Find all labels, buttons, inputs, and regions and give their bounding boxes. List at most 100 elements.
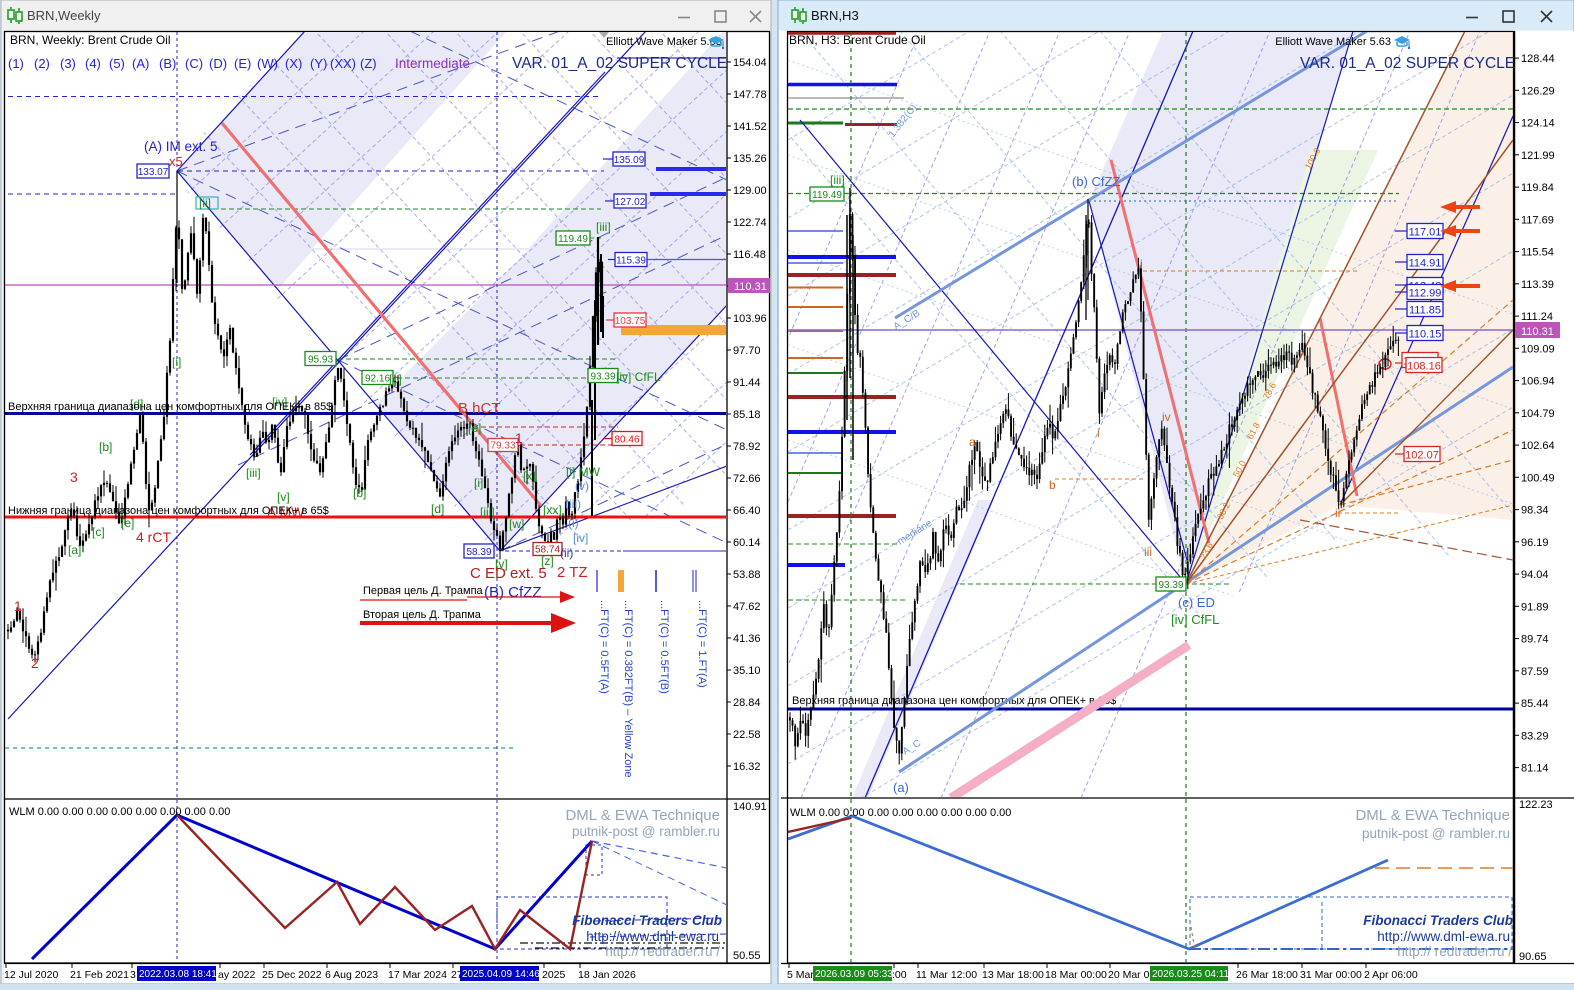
svg-text:2 TZ: 2 TZ <box>557 564 588 581</box>
svg-text:putnik-post @ rambler.ru: putnik-post @ rambler.ru <box>1362 826 1510 841</box>
svg-text:C ED ext. 5: C ED ext. 5 <box>470 565 547 582</box>
svg-text:117.01: 117.01 <box>1409 226 1442 238</box>
svg-text:119.49: 119.49 <box>558 234 588 245</box>
svg-text:111.24: 111.24 <box>1521 311 1553 323</box>
svg-text:129.00: 129.00 <box>733 185 767 197</box>
svg-text:(E): (E) <box>234 56 251 71</box>
svg-text:91.44: 91.44 <box>733 377 761 389</box>
svg-text:122.23: 122.23 <box>1519 799 1553 811</box>
svg-text:(b) CfZZ: (b) CfZZ <box>1072 174 1120 189</box>
svg-text:2022.03.08 18:41: 2022.03.08 18:41 <box>139 969 217 980</box>
svg-text:11 Mar 12:00: 11 Mar 12:00 <box>916 969 977 981</box>
svg-text:[a]: [a] <box>68 543 81 557</box>
svg-text:Fibonacci Traders Club: Fibonacci Traders Club <box>1363 913 1513 928</box>
svg-text:80.46: 80.46 <box>614 434 639 445</box>
svg-text:18 Jan 2026: 18 Jan 2026 <box>578 969 636 981</box>
svg-text:(C): (C) <box>185 56 203 71</box>
svg-text:135.09: 135.09 <box>614 155 645 166</box>
svg-text:(3): (3) <box>60 56 76 71</box>
svg-text:ii: ii <box>1335 506 1340 520</box>
svg-text:72.66: 72.66 <box>733 473 761 485</box>
svg-text:135.26: 135.26 <box>733 153 767 165</box>
svg-text:108.16: 108.16 <box>1407 360 1441 372</box>
svg-text:DML & EWA Technique: DML & EWA Technique <box>565 807 720 824</box>
svg-text:2025: 2025 <box>542 969 566 981</box>
svg-text:100.49: 100.49 <box>1521 472 1555 484</box>
svg-text:http://www.dml-ewa.ru: http://www.dml-ewa.ru <box>586 929 719 944</box>
svg-text:[v]: [v] <box>277 490 290 504</box>
svg-text:111.85: 111.85 <box>1409 304 1441 316</box>
svg-text:3: 3 <box>70 469 78 485</box>
svg-text:58.74: 58.74 <box>535 544 560 555</box>
svg-text:147.78: 147.78 <box>733 89 767 101</box>
svg-text:http:// redtrader.ru /: http:// redtrader.ru / <box>1397 944 1512 959</box>
svg-text:(A) IM ext. 5: (A) IM ext. 5 <box>144 139 218 154</box>
svg-text:1: 1 <box>515 430 523 446</box>
svg-text:...FT(C) = 0.5FT(B): ...FT(C) = 0.5FT(B) <box>658 600 670 694</box>
svg-text:(2): (2) <box>34 56 50 71</box>
svg-text:ay 2022: ay 2022 <box>218 969 256 981</box>
svg-text:(B): (B) <box>159 56 176 71</box>
svg-text:85.44: 85.44 <box>1521 698 1549 710</box>
svg-text:53.88: 53.88 <box>733 569 761 581</box>
svg-text:[iii]: [iii] <box>246 466 261 480</box>
svg-text:35.10: 35.10 <box>733 665 761 677</box>
svg-text:106.94: 106.94 <box>1521 376 1555 388</box>
svg-text:25 Dec 2022: 25 Dec 2022 <box>262 969 322 981</box>
svg-text:(W): (W) <box>257 56 278 71</box>
svg-text:122.74: 122.74 <box>733 217 767 229</box>
svg-text:(X): (X) <box>285 56 302 71</box>
svg-text:(v): (v) <box>575 479 589 493</box>
svg-text:Вторая цель Д. Трапма: Вторая цель Д. Трапма <box>363 609 482 621</box>
svg-text:Первая цель Д. Трампа: Первая цель Д. Трампа <box>363 585 484 597</box>
svg-text:DML & EWA Technique: DML & EWA Technique <box>1355 807 1510 824</box>
svg-text:(iii): (iii) <box>565 497 581 511</box>
svg-text:119.49: 119.49 <box>812 190 842 201</box>
svg-text:103.75: 103.75 <box>615 316 646 327</box>
svg-text:126.29: 126.29 <box>1521 85 1555 97</box>
svg-text:96.19: 96.19 <box>1521 537 1549 549</box>
svg-text:87.59: 87.59 <box>1521 666 1549 678</box>
svg-text:26 Mar 18:00: 26 Mar 18:00 <box>1236 969 1298 981</box>
svg-text:94.04: 94.04 <box>1521 569 1549 581</box>
svg-text:21 Feb 2021: 21 Feb 2021 <box>70 969 129 981</box>
svg-text:[z]: [z] <box>541 554 554 568</box>
svg-text:WLM 0.00 0.00 0.00 0.00 0.00 0: WLM 0.00 0.00 0.00 0.00 0.00 0.00 0.00 0… <box>9 806 230 818</box>
svg-text:2: 2 <box>31 655 39 671</box>
svg-text:116.48: 116.48 <box>733 249 766 261</box>
svg-text:http://www.dml-ewa.ru: http://www.dml-ewa.ru <box>1377 929 1510 944</box>
svg-text:[c]: [c] <box>92 525 105 539</box>
svg-text:iii: iii <box>1144 545 1152 559</box>
svg-text:41.36: 41.36 <box>733 633 761 645</box>
svg-text:...FT(C) = 0.382FT(B) – Yellow: ...FT(C) = 0.382FT(B) – Yellow Zone <box>622 600 634 778</box>
svg-text:(A): (A) <box>132 56 149 71</box>
svg-text:BRN, H3: Brent Crude Oil: BRN, H3: Brent Crude Oil <box>789 33 926 47</box>
svg-text:154.04: 154.04 <box>733 57 767 69</box>
svg-text:...FT(C) = 1.FT(A): ...FT(C) = 1.FT(A) <box>696 600 708 688</box>
svg-text:103.96: 103.96 <box>733 313 767 325</box>
svg-text:(1): (1) <box>8 56 24 71</box>
svg-text:27: 27 <box>451 969 463 981</box>
svg-text:115.54: 115.54 <box>1521 247 1554 259</box>
svg-text:110.31: 110.31 <box>1521 326 1554 338</box>
svg-text:85.18: 85.18 <box>733 409 761 421</box>
svg-text:BRN, Weekly: Brent Crude Oil: BRN, Weekly: Brent Crude Oil <box>10 33 171 47</box>
svg-text:[d]: [d] <box>431 502 444 516</box>
svg-text:(Z): (Z) <box>360 56 377 71</box>
svg-text:iv: iv <box>1162 410 1171 424</box>
svg-text:121.99: 121.99 <box>1521 150 1555 162</box>
svg-text:93.39: 93.39 <box>1158 580 1183 591</box>
svg-text:133.07: 133.07 <box>138 167 169 178</box>
svg-text:58.39: 58.39 <box>466 547 491 558</box>
svg-text:83.29: 83.29 <box>1521 730 1549 742</box>
svg-text:66.40: 66.40 <box>733 505 761 517</box>
svg-text:119.84: 119.84 <box>1521 182 1554 194</box>
svg-text:Elliott Wave Maker 5.63: Elliott Wave Maker 5.63 <box>606 36 722 48</box>
svg-text:115.39: 115.39 <box>616 255 646 266</box>
svg-text:(ii): (ii) <box>560 546 573 560</box>
svg-text:89.74: 89.74 <box>1521 634 1549 646</box>
svg-text:[xx]: [xx] <box>543 503 562 517</box>
svg-text:BRN,Weekly: BRN,Weekly <box>27 8 101 23</box>
svg-text:117.69: 117.69 <box>1521 214 1554 226</box>
svg-text:[e]: [e] <box>121 516 134 530</box>
